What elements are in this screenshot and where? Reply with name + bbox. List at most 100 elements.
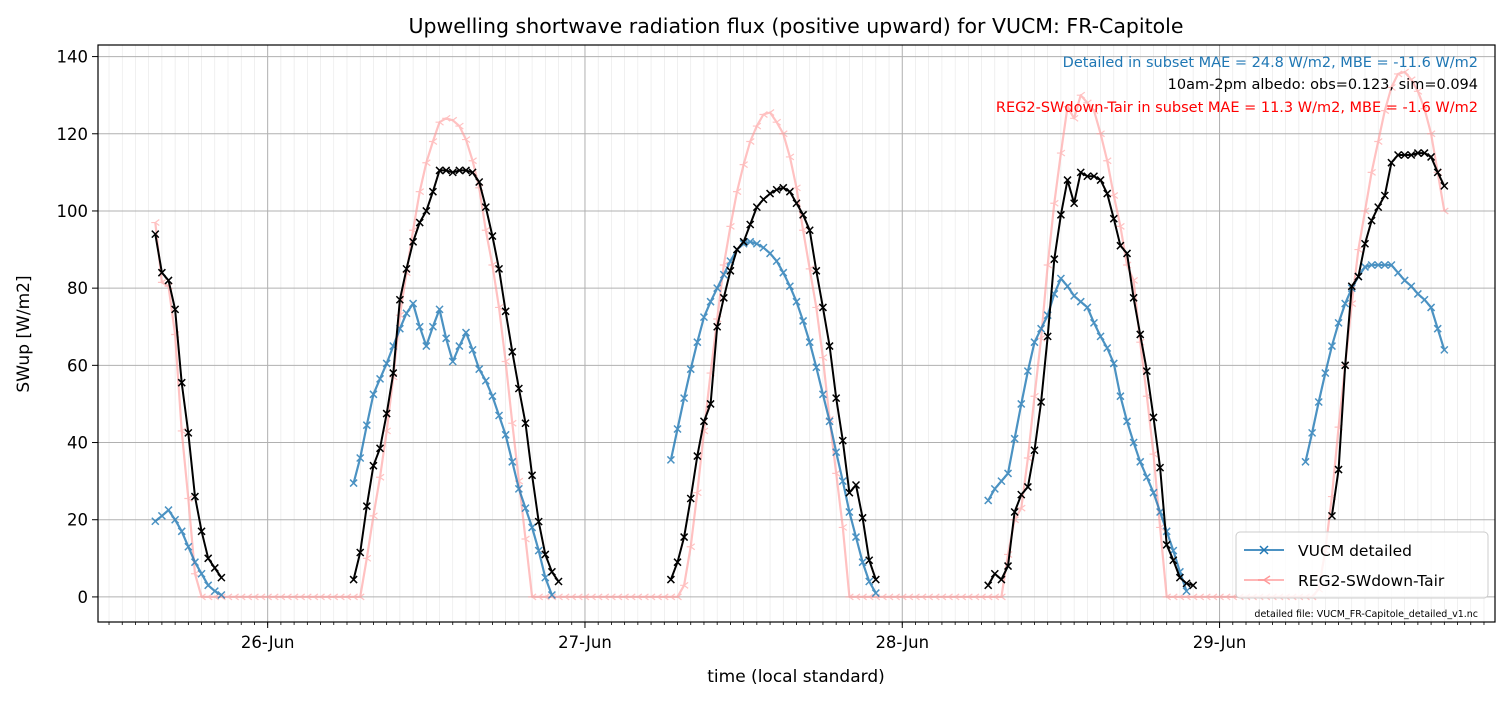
data-point — [1149, 413, 1158, 422]
data-point — [1208, 593, 1218, 601]
data-point — [1050, 199, 1059, 207]
data-point — [455, 122, 464, 130]
data-point — [1301, 457, 1310, 466]
data-point — [1433, 168, 1442, 177]
data-point — [541, 573, 550, 582]
data-point — [607, 593, 616, 601]
data-point — [1109, 359, 1118, 368]
data-point — [779, 268, 788, 277]
legend-marker-vucm-detailed — [1259, 545, 1269, 555]
y-tick-label: 80 — [67, 279, 88, 298]
footnote: detailed file: VUCM_FR-Capitole_detailed… — [1254, 609, 1478, 620]
data-point — [779, 130, 788, 138]
data-point — [851, 593, 861, 601]
chart-title: Upwelling shortwave radiation flux (posi… — [409, 14, 1184, 38]
data-point — [1321, 369, 1330, 378]
data-point — [428, 322, 437, 331]
data-point — [541, 593, 550, 601]
data-point — [376, 374, 385, 383]
data-point — [151, 517, 160, 526]
data-point — [1116, 241, 1125, 250]
data-point — [746, 237, 755, 246]
data-point — [157, 511, 166, 520]
data-point — [1407, 150, 1416, 160]
data-point — [1387, 158, 1396, 167]
data-point — [1149, 488, 1158, 497]
data-point — [818, 303, 827, 312]
series-line — [1330, 152, 1446, 517]
data-point — [614, 593, 623, 601]
data-point — [422, 342, 431, 351]
data-point — [1427, 303, 1436, 312]
data-point — [468, 157, 477, 165]
data-point — [323, 593, 332, 601]
data-point — [865, 556, 874, 565]
data-point — [1440, 207, 1449, 215]
data-point — [1089, 172, 1099, 181]
series-line — [669, 186, 877, 580]
data-point — [554, 593, 563, 601]
data-point — [415, 218, 424, 227]
data-point — [805, 265, 815, 273]
grid-layer — [98, 45, 1495, 622]
data-point — [686, 543, 696, 551]
data-point — [1017, 504, 1026, 512]
data-point — [885, 593, 894, 601]
data-point — [713, 284, 722, 293]
data-point — [1440, 181, 1449, 190]
series-line — [987, 171, 1194, 587]
data-point — [660, 593, 669, 601]
data-point — [296, 593, 306, 601]
data-point — [838, 477, 847, 486]
data-point — [1440, 345, 1449, 354]
data-point — [342, 593, 352, 601]
data-point — [1394, 268, 1403, 277]
data-point — [871, 575, 880, 584]
data-point — [1341, 299, 1350, 308]
data-point — [230, 593, 239, 601]
x-tick-label: 27-Jun — [558, 633, 612, 652]
data-point — [1327, 511, 1336, 520]
data-point — [303, 593, 312, 601]
data-point — [495, 264, 504, 273]
data-point — [362, 421, 371, 430]
data-point — [733, 188, 742, 196]
data-point — [508, 347, 517, 356]
data-point — [957, 593, 967, 601]
data-point — [792, 297, 801, 306]
data-point — [270, 593, 279, 601]
data-point — [1096, 332, 1105, 341]
data-point — [1308, 428, 1317, 437]
data-point — [1380, 191, 1389, 200]
data-point — [693, 489, 702, 497]
data-point — [997, 477, 1006, 486]
data-point — [1010, 507, 1019, 517]
data-point — [766, 249, 775, 258]
data-point — [666, 575, 675, 584]
data-point — [197, 527, 206, 536]
data-point — [151, 230, 160, 239]
data-point — [1056, 149, 1066, 157]
data-point — [752, 122, 762, 130]
data-point — [561, 593, 570, 601]
data-point — [739, 161, 748, 169]
series-line — [1304, 263, 1446, 463]
data-point — [362, 554, 372, 562]
data-point — [1162, 593, 1172, 601]
data-point — [1433, 324, 1442, 333]
data-point — [547, 567, 556, 576]
data-point — [1162, 540, 1171, 549]
data-point — [1413, 289, 1422, 298]
data-point — [693, 452, 702, 461]
data-point — [455, 166, 464, 175]
data-point — [977, 593, 986, 601]
data-point — [534, 546, 543, 555]
data-point — [184, 542, 193, 551]
data-point — [402, 309, 411, 318]
data-point — [257, 593, 266, 601]
data-point — [970, 593, 980, 601]
y-tick-label: 40 — [67, 434, 88, 453]
data-point — [356, 548, 365, 557]
data-point — [468, 345, 477, 354]
data-point — [435, 166, 444, 175]
